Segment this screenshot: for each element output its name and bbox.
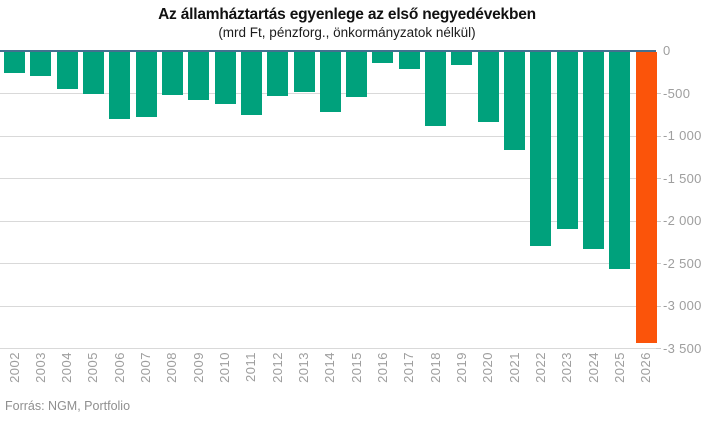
x-axis-label-2012: 2012 — [269, 352, 285, 383]
y-axis-tick — [655, 263, 661, 265]
bar-2022 — [530, 51, 552, 247]
bar-2026 — [635, 51, 657, 343]
bar-2008 — [161, 51, 183, 96]
bar-2020 — [477, 51, 499, 123]
gridline — [0, 135, 656, 137]
y-axis-tick — [655, 178, 661, 180]
y-axis-tick — [655, 220, 661, 222]
x-axis-label-2017: 2017 — [401, 352, 417, 383]
y-axis-label: -3 000 — [663, 298, 702, 314]
x-axis-label-2006: 2006 — [111, 352, 127, 383]
bar-2002 — [4, 51, 25, 74]
x-axis-label-2020: 2020 — [480, 352, 496, 383]
x-axis-label-2003: 2003 — [32, 352, 48, 383]
bar-2006 — [109, 51, 131, 119]
x-axis-label-2018: 2018 — [427, 352, 443, 383]
chart-subtitle: (mrd Ft, pénzforg., önkormányzatok nélkü… — [218, 25, 476, 40]
x-axis-label-2026: 2026 — [638, 352, 654, 383]
bar-2004 — [56, 51, 78, 90]
x-axis-label-2025: 2025 — [611, 352, 627, 383]
y-axis-tick — [655, 305, 661, 307]
y-axis-label: -500 — [663, 85, 691, 101]
y-axis-tick — [655, 135, 661, 137]
x-axis-label-2010: 2010 — [217, 352, 233, 383]
gridline — [0, 305, 656, 307]
x-axis-label-2014: 2014 — [322, 352, 338, 383]
bar-2012 — [267, 51, 289, 97]
x-axis-label-2021: 2021 — [506, 352, 522, 383]
bar-2019 — [451, 51, 473, 65]
y-axis-label: -3 500 — [663, 340, 702, 356]
y-axis-label: -2 000 — [663, 213, 702, 229]
bar-2014 — [319, 51, 341, 112]
source-note: Forrás: NGM, Portfolio — [5, 399, 131, 413]
bar-2021 — [504, 51, 526, 150]
x-axis-label-2008: 2008 — [164, 352, 180, 383]
y-axis-label: -1 500 — [663, 170, 702, 186]
bar-2023 — [556, 51, 578, 230]
x-axis-label-2005: 2005 — [85, 352, 101, 383]
bar-2016 — [372, 51, 394, 63]
bar-2003 — [30, 51, 52, 77]
chart-title: Az államháztartás egyenlege az első negy… — [158, 6, 536, 23]
bar-2015 — [346, 51, 368, 98]
x-axis-label-2023: 2023 — [559, 352, 575, 383]
bar-2010 — [214, 51, 236, 105]
bar-2018 — [425, 51, 447, 127]
x-axis-label-2013: 2013 — [296, 352, 312, 383]
x-axis-label-2016: 2016 — [374, 352, 390, 383]
bar-2017 — [398, 51, 420, 69]
zero-axis-line — [0, 49, 656, 52]
bar-2024 — [583, 51, 605, 250]
gridline — [0, 348, 656, 350]
x-axis-label-2022: 2022 — [532, 352, 548, 383]
y-axis-label: -1 000 — [663, 128, 702, 144]
bar-2013 — [293, 51, 315, 93]
x-axis-label-2024: 2024 — [585, 352, 601, 383]
x-axis-label-2019: 2019 — [453, 352, 469, 383]
x-axis-label-2015: 2015 — [348, 352, 364, 383]
y-axis-label: -2 500 — [663, 255, 702, 271]
bar-2011 — [240, 51, 262, 115]
y-axis-tick — [655, 348, 661, 350]
x-axis-label-2011: 2011 — [243, 352, 259, 382]
x-axis-label-2002: 2002 — [6, 352, 22, 383]
x-axis-label-2004: 2004 — [59, 352, 75, 383]
gridline — [0, 178, 656, 180]
bar-2009 — [188, 51, 210, 101]
bar-2007 — [135, 51, 157, 117]
bar-2025 — [609, 51, 631, 269]
y-axis-label: 0 — [663, 43, 671, 58]
gridline — [0, 263, 656, 265]
y-axis-tick — [655, 93, 661, 95]
gridline — [0, 220, 656, 222]
bar-2005 — [82, 51, 104, 94]
x-axis-label-2007: 2007 — [138, 352, 154, 383]
x-axis-label-2009: 2009 — [190, 352, 206, 383]
